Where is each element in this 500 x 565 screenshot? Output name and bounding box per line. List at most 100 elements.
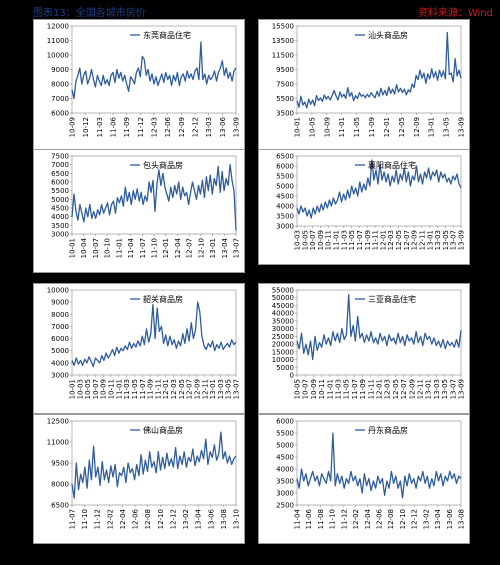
x-tick-label: 12-03 xyxy=(387,230,395,250)
x-tick-label: 13-08 xyxy=(220,509,228,529)
y-tick-label: 3500 xyxy=(276,110,294,118)
y-tick-label: 3000 xyxy=(51,231,69,239)
y-tick-label: 6500 xyxy=(51,170,69,178)
y-tick-label: 5000 xyxy=(276,442,294,450)
x-tick-label: 12-01 xyxy=(379,230,387,250)
x-tick-label: 13-04 xyxy=(221,237,229,258)
x-tick-label: 11-01 xyxy=(115,238,123,258)
x-tick-label: 11-09 xyxy=(368,117,376,137)
x-tick-label: 11-03 xyxy=(340,230,348,250)
y-tick-label: 2500 xyxy=(276,502,294,510)
y-tick-label: 4500 xyxy=(276,193,294,201)
series-line xyxy=(296,159,462,219)
chart-panel-shaoguan: 3000 4000 5000 6000 7000 8000 9000 10000 10-01 10… xyxy=(33,283,245,414)
x-tick-label: 10-07 xyxy=(309,230,317,250)
chart-panel-foshan: 6500 8000 9500 11000 12500 11-07 11-10 11-12 12-… xyxy=(33,414,245,544)
x-tick-label: 12-05 xyxy=(398,117,406,137)
x-tick-label: 10-07 xyxy=(92,379,100,399)
y-tick-label: 45000 xyxy=(272,302,294,310)
figure-caption: 图表13：全国各城市房价 xyxy=(33,7,146,19)
y-tick-label: 10000 xyxy=(47,52,69,60)
x-tick-label: 11-06 xyxy=(110,116,118,137)
x-tick-label: 12-10 xyxy=(157,509,165,529)
x-tick-label: 12-01 xyxy=(162,238,170,258)
y-tick-label: 50000 xyxy=(272,294,294,302)
y-tick-label: 3500 xyxy=(51,222,69,230)
x-tick-label: 11-04 xyxy=(294,508,302,529)
x-tick-label: 12-06 xyxy=(164,116,172,137)
x-tick-label: 10-01 xyxy=(69,379,77,399)
y-tick-label: 12500 xyxy=(47,418,69,426)
x-tick-label: 13-02 xyxy=(422,509,430,529)
y-tick-label: 30000 xyxy=(272,325,294,333)
y-tick-label: 5500 xyxy=(51,187,69,195)
y-tick-label: 10000 xyxy=(47,287,69,295)
x-tick-label: 13-07 xyxy=(233,238,241,258)
series-line xyxy=(296,293,462,361)
x-tick-label: 12-04 xyxy=(364,508,372,529)
x-tick-label: 10-11 xyxy=(108,379,116,399)
y-tick-label: 6000 xyxy=(51,179,69,187)
chart-svg: 3000350040004500500055006000650070007500… xyxy=(51,153,241,259)
chart-panel-dongguan: 6000 7000 8000 9000 10000 11000 12000 10-09 10-1… xyxy=(33,19,245,152)
x-tick-label: 11-05 xyxy=(343,379,351,399)
y-tick-label: 15000 xyxy=(272,348,294,356)
x-tick-label: 13-08 xyxy=(458,509,466,529)
x-tick-label: 11-09 xyxy=(359,379,367,399)
x-tick-label: 13-01 xyxy=(428,117,436,137)
x-tick-label: 12-09 xyxy=(408,379,416,399)
y-tick-label: 4000 xyxy=(276,466,294,474)
x-tick-label: 12-01 xyxy=(376,379,384,399)
y-tick-label: 3500 xyxy=(276,213,294,221)
chart-panel-xiangyang: 3000 3500 4000 4500 5000 5500 6000 6500 10-03 10-… xyxy=(258,149,470,265)
chart-svg: 0500010000150002000025000300003500040000… xyxy=(272,287,466,400)
x-tick-label: 13-05 xyxy=(441,379,449,399)
x-tick-label: 10-09 xyxy=(323,117,331,137)
x-tick-label: 11-06 xyxy=(305,508,313,529)
x-tick-label: 12-03 xyxy=(384,379,392,399)
x-tick-label: 12-05 xyxy=(395,230,403,250)
x-tick-label: 10-03 xyxy=(76,379,84,399)
x-tick-label: 12-06 xyxy=(376,508,384,529)
x-tick-label: 12-07 xyxy=(400,379,408,399)
y-tick-label: 11500 xyxy=(272,52,294,60)
y-tick-label: 4000 xyxy=(276,203,294,211)
page-header: 图表13：全国各城市房价 资料来源：Wind xyxy=(33,4,493,19)
x-tick-label: 10-01 xyxy=(69,238,77,258)
x-tick-label: 11-12 xyxy=(340,509,348,529)
y-tick-label: 6000 xyxy=(51,110,69,118)
x-tick-label: 12-02 xyxy=(352,509,360,529)
x-tick-label: 12-06 xyxy=(132,508,140,529)
y-tick-label: 5500 xyxy=(276,173,294,181)
y-tick-label: 15500 xyxy=(272,23,294,31)
y-tick-label: 7500 xyxy=(51,153,69,161)
x-tick-label: 13-01 xyxy=(209,379,217,399)
x-tick-label: 12-10 xyxy=(399,509,407,529)
x-tick-label: 11-01 xyxy=(338,117,346,137)
x-tick-label: 12-05 xyxy=(178,379,186,399)
x-tick-label: 13-05 xyxy=(225,379,233,399)
x-tick-label: 11-01 xyxy=(115,379,123,399)
x-tick-label: 12-10 xyxy=(197,238,205,258)
y-tick-label: 9000 xyxy=(51,299,69,307)
x-tick-label: 13-03 xyxy=(217,379,225,399)
x-tick-label: 12-09 xyxy=(178,117,186,137)
x-tick-label: 11-03 xyxy=(123,379,131,399)
x-tick-label: 10-09 xyxy=(317,230,325,250)
x-tick-label: 13-05 xyxy=(442,230,450,250)
x-tick-label: 11-11 xyxy=(367,379,375,399)
x-tick-label: 13-07 xyxy=(449,379,457,399)
y-tick-label: 5000 xyxy=(51,347,69,355)
x-tick-label: 11-09 xyxy=(123,117,131,137)
x-tick-label: 12-04 xyxy=(119,508,127,529)
x-tick-label: 13-01 xyxy=(209,238,217,258)
x-tick-label: 11-07 xyxy=(356,230,364,250)
y-tick-label: 3000 xyxy=(276,223,294,231)
x-tick-label: 13-09 xyxy=(458,379,466,399)
x-tick-label: 10-09 xyxy=(310,379,318,399)
series-line xyxy=(71,431,237,499)
y-tick-label: 9500 xyxy=(276,66,294,74)
y-tick-label: 4000 xyxy=(51,213,69,221)
x-tick-label: 11-04 xyxy=(127,237,135,258)
